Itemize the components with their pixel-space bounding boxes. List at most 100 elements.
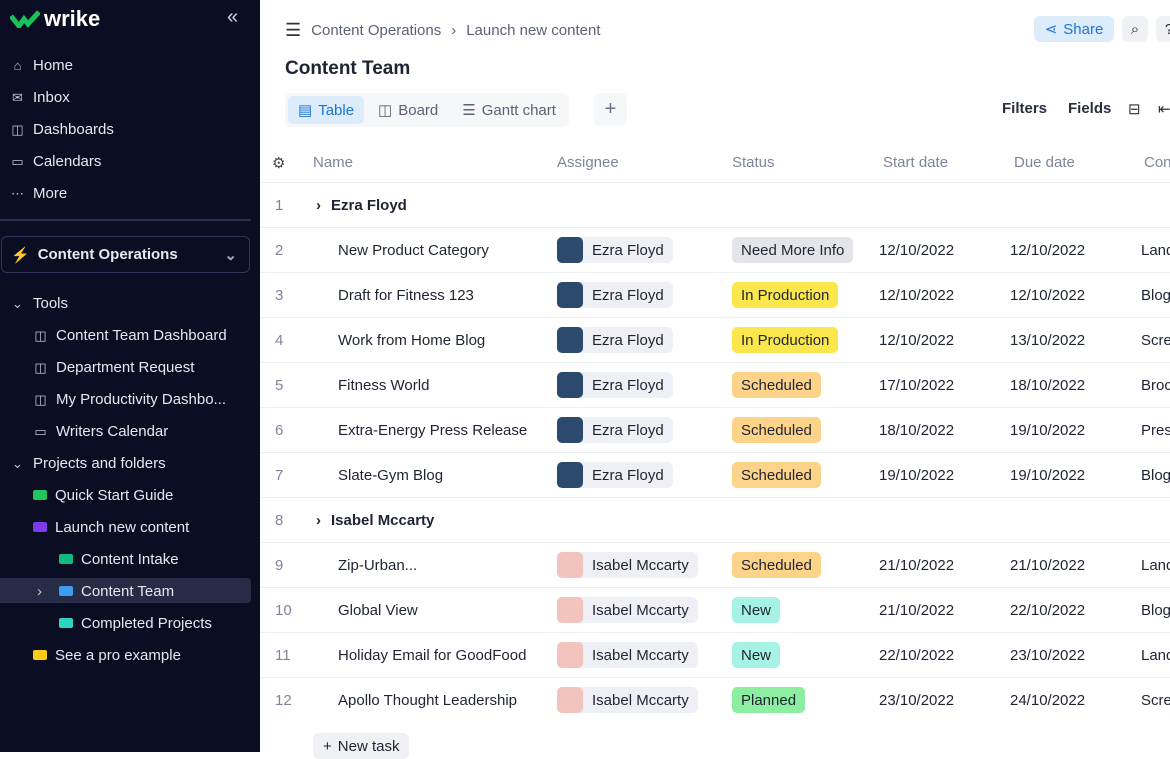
due-date[interactable]: 24/10/2022 — [1010, 691, 1086, 709]
table-row[interactable]: 8 › Isabel Mccarty — [260, 497, 1170, 542]
collapse-icon[interactable]: ⇤ — [1158, 101, 1170, 118]
settings-gear-icon[interactable]: ⚙ — [272, 155, 286, 172]
tab-table[interactable]: ▤ Table — [288, 96, 365, 124]
due-date[interactable]: 13/10/2022 — [1010, 331, 1086, 349]
sidebar-item-calendars[interactable]: ▭ Calendars — [11, 152, 102, 170]
task-name[interactable]: Global View — [338, 601, 418, 619]
status-badge[interactable]: Scheduled — [732, 462, 821, 488]
due-date[interactable]: 12/10/2022 — [1010, 286, 1086, 304]
sidebar-tree-item[interactable]: Quick Start Guide — [33, 483, 173, 507]
due-date[interactable]: 12/10/2022 — [1010, 241, 1086, 259]
start-date[interactable]: 12/10/2022 — [879, 241, 955, 259]
table-row[interactable]: 7 Slate-Gym Blog Ezra Floyd Scheduled 19/10/… — [260, 452, 1170, 497]
task-name[interactable]: Apollo Thought Leadership — [338, 691, 518, 709]
sidebar-tree-item[interactable]: See a pro example — [33, 643, 181, 667]
table-row[interactable]: 12 Apollo Thought Leadership Isabel Mccart… — [260, 677, 1170, 722]
status-badge[interactable]: Scheduled — [732, 372, 821, 398]
task-name[interactable]: Draft for Fitness 123 — [338, 286, 474, 304]
share-button[interactable]: ⋖ Share — [1034, 16, 1114, 42]
sidebar-tree-item[interactable]: Completed Projects — [59, 611, 212, 635]
task-name[interactable]: Zip-Urban... — [338, 556, 418, 574]
sidebar-tree-item[interactable]: Launch new content — [33, 515, 189, 539]
start-date[interactable]: 21/10/2022 — [879, 556, 955, 574]
sidebar-tree-item[interactable]: ◫ My Productivity Dashbo... — [34, 390, 227, 408]
table-row[interactable]: 9 Zip-Urban... Isabel Mccarty Scheduled 21/1… — [260, 542, 1170, 587]
table-row[interactable]: 11 Holiday Email for GoodFood Isabel Mccar… — [260, 632, 1170, 677]
start-date[interactable]: 21/10/2022 — [879, 601, 955, 619]
content-type[interactable]: Land — [1141, 646, 1170, 664]
column-header[interactable]: Start date — [883, 154, 949, 171]
wrike-logo[interactable]: wrike — [10, 6, 100, 32]
chevron-down-icon[interactable]: ⌄ — [12, 455, 23, 471]
sidebar-item-home[interactable]: ⌂ Home — [10, 53, 73, 77]
tab-board[interactable]: ◫ Board — [378, 101, 439, 120]
content-type[interactable]: Scre — [1141, 331, 1170, 349]
start-date[interactable]: 12/10/2022 — [879, 286, 955, 304]
content-type[interactable]: Scre — [1141, 691, 1170, 709]
assignee-chip[interactable]: Isabel Mccarty — [557, 642, 698, 668]
group-header[interactable]: › Ezra Floyd — [316, 196, 407, 214]
due-date[interactable]: 23/10/2022 — [1010, 646, 1086, 664]
status-badge[interactable]: In Production — [732, 327, 839, 353]
status-badge[interactable]: Scheduled — [732, 552, 821, 578]
status-badge[interactable]: New — [732, 642, 781, 668]
sidebar-tree-item[interactable]: ⌄ Tools — [10, 291, 68, 315]
help-button[interactable]: ? — [1156, 16, 1170, 42]
start-date[interactable]: 22/10/2022 — [879, 646, 955, 664]
space-selector[interactable]: ⚡ Content Operations ⌄ — [1, 236, 250, 273]
task-name[interactable]: Holiday Email for GoodFood — [338, 646, 527, 664]
content-type[interactable]: Land — [1141, 556, 1170, 574]
status-badge[interactable]: Scheduled — [732, 417, 821, 443]
sidebar-tree-item[interactable]: ◫ Department Request — [34, 358, 195, 376]
assignee-chip[interactable]: Ezra Floyd — [557, 372, 673, 398]
assignee-chip[interactable]: Isabel Mccarty — [557, 687, 698, 713]
sidebar-item-dashboards[interactable]: ◫ Dashboards — [11, 120, 114, 138]
assignee-chip[interactable]: Ezra Floyd — [557, 282, 673, 308]
column-header[interactable]: Due date — [1014, 154, 1075, 171]
sidebar-tree-item[interactable]: Content Intake — [59, 547, 179, 571]
start-date[interactable]: 19/10/2022 — [879, 466, 955, 484]
column-header[interactable]: Status — [732, 154, 775, 171]
sidebar-item-more[interactable]: ⋯ More — [11, 184, 68, 202]
table-row[interactable]: 1 › Ezra Floyd — [260, 182, 1170, 227]
sidebar-tree-item[interactable]: ◫ Content Team Dashboard — [34, 326, 227, 344]
sidebar-tree-item[interactable]: ▭ Writers Calendar — [34, 422, 169, 440]
breadcrumb-item[interactable]: Content Operations — [311, 22, 442, 39]
chevron-right-icon[interactable]: › — [316, 511, 321, 529]
sidebar-tree-item[interactable]: ⌄ Projects and folders — [10, 451, 166, 475]
content-type[interactable]: Broc — [1141, 376, 1170, 394]
table-row[interactable]: 3 Draft for Fitness 123 Ezra Floyd In Produ… — [260, 272, 1170, 317]
table-row[interactable]: 2 New Product Category Ezra Floyd Need More… — [260, 227, 1170, 272]
menu-icon[interactable]: ☰ — [285, 20, 302, 40]
content-type[interactable]: Land — [1141, 241, 1170, 259]
table-row[interactable]: 4 Work from Home Blog Ezra Floyd In Product… — [260, 317, 1170, 362]
new-task-button[interactable]: + New task — [313, 733, 410, 759]
due-date[interactable]: 21/10/2022 — [1010, 556, 1086, 574]
chevron-down-icon[interactable]: ⌄ — [12, 295, 23, 311]
table-row[interactable]: 10 Global View Isabel Mccarty New 21/10/2022… — [260, 587, 1170, 632]
assignee-chip[interactable]: Ezra Floyd — [557, 462, 673, 488]
due-date[interactable]: 22/10/2022 — [1010, 601, 1086, 619]
search-button[interactable]: ⌕ — [1122, 16, 1148, 42]
column-header[interactable]: Con — [1144, 154, 1170, 171]
start-date[interactable]: 17/10/2022 — [879, 376, 955, 394]
task-name[interactable]: Work from Home Blog — [338, 331, 486, 349]
due-date[interactable]: 19/10/2022 — [1010, 466, 1086, 484]
content-type[interactable]: Blog — [1141, 601, 1170, 619]
content-type[interactable]: Pres — [1141, 421, 1170, 439]
column-header[interactable]: Name — [313, 154, 354, 171]
start-date[interactable]: 12/10/2022 — [879, 331, 955, 349]
start-date[interactable]: 23/10/2022 — [879, 691, 955, 709]
task-name[interactable]: Slate-Gym Blog — [338, 466, 444, 484]
tab-gantt[interactable]: ☰ Gantt chart — [462, 101, 556, 120]
status-badge[interactable]: Planned — [732, 687, 806, 713]
task-name[interactable]: New Product Category — [338, 241, 489, 259]
status-badge[interactable]: New — [732, 597, 781, 623]
group-icon[interactable]: ⊟ — [1128, 101, 1141, 118]
assignee-chip[interactable]: Isabel Mccarty — [557, 597, 698, 623]
breadcrumb-item[interactable]: Launch new content — [466, 22, 601, 39]
chevron-right-icon[interactable]: › — [316, 196, 321, 214]
content-type[interactable]: Blog — [1141, 286, 1170, 304]
table-row[interactable]: 5 Fitness World Ezra Floyd Scheduled 17/10/2… — [260, 362, 1170, 407]
add-view-button[interactable]: + — [594, 93, 627, 126]
